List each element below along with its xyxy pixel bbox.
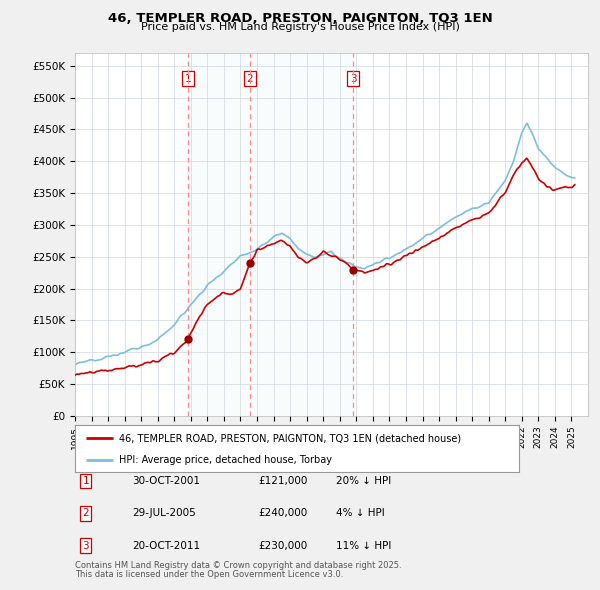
Text: 1: 1 [185, 74, 191, 84]
Text: Contains HM Land Registry data © Crown copyright and database right 2025.: Contains HM Land Registry data © Crown c… [75, 561, 401, 570]
Text: £240,000: £240,000 [258, 509, 307, 518]
Text: 4% ↓ HPI: 4% ↓ HPI [336, 509, 385, 518]
Text: 20-OCT-2011: 20-OCT-2011 [132, 541, 200, 550]
Text: £121,000: £121,000 [258, 476, 307, 486]
Text: 29-JUL-2005: 29-JUL-2005 [132, 509, 196, 518]
Text: 11% ↓ HPI: 11% ↓ HPI [336, 541, 391, 550]
Text: £230,000: £230,000 [258, 541, 307, 550]
Text: 1: 1 [82, 476, 89, 486]
Text: This data is licensed under the Open Government Licence v3.0.: This data is licensed under the Open Gov… [75, 571, 343, 579]
Text: HPI: Average price, detached house, Torbay: HPI: Average price, detached house, Torb… [119, 455, 332, 465]
Text: 30-OCT-2001: 30-OCT-2001 [132, 476, 200, 486]
Text: 2: 2 [247, 74, 253, 84]
Text: 2: 2 [82, 509, 89, 518]
Text: 46, TEMPLER ROAD, PRESTON, PAIGNTON, TQ3 1EN (detached house): 46, TEMPLER ROAD, PRESTON, PAIGNTON, TQ3… [119, 433, 461, 443]
Text: 20% ↓ HPI: 20% ↓ HPI [336, 476, 391, 486]
Text: Price paid vs. HM Land Registry's House Price Index (HPI): Price paid vs. HM Land Registry's House … [140, 22, 460, 32]
Bar [188, 53, 353, 416]
Text: 3: 3 [350, 74, 356, 84]
Text: 3: 3 [82, 541, 89, 550]
Text: 46, TEMPLER ROAD, PRESTON, PAIGNTON, TQ3 1EN: 46, TEMPLER ROAD, PRESTON, PAIGNTON, TQ3… [107, 12, 493, 25]
